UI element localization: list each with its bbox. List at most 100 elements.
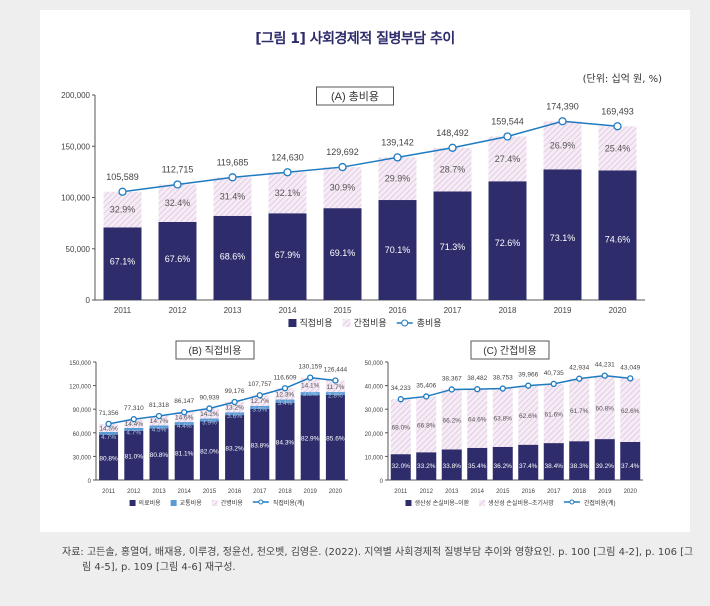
x-tick-label: 2016: [228, 489, 242, 495]
legend-swatch: [170, 500, 177, 506]
segment-label: 11.7%: [326, 384, 344, 391]
legend-label: 생산성 손실비용–이환: [414, 499, 469, 507]
total-label: 159,544: [491, 116, 524, 126]
bar-segment: [300, 377, 320, 393]
y-tick-label: 150,000: [61, 142, 90, 151]
bar-segment: [174, 425, 194, 480]
y-tick-label: 10,000: [365, 455, 384, 461]
total-point: [118, 187, 127, 196]
bar-segment: [378, 200, 417, 300]
bar-segment: [250, 405, 270, 409]
x-tick-label: 2013: [152, 489, 166, 495]
x-tick-label: 2016: [522, 489, 536, 495]
segment-label: 32.9%: [110, 205, 136, 215]
bar-segment: [543, 121, 582, 170]
bar-segment: [124, 419, 144, 428]
segment-label: 83.8%: [251, 442, 270, 449]
bar-segment: [433, 147, 472, 192]
legend-label: 간병비용: [221, 499, 244, 507]
bar-segment: [569, 441, 590, 480]
bar-segment: [103, 227, 142, 300]
x-tick-label: 2019: [304, 489, 318, 495]
segment-label: 3.6%: [227, 413, 242, 420]
x-tick-label: 2013: [224, 306, 242, 315]
segment-label: 27.4%: [495, 154, 521, 164]
bar-segment: [99, 432, 119, 435]
segment-label: 72.6%: [495, 238, 521, 248]
legend-marker-icon: [569, 499, 575, 505]
total-point: [231, 398, 238, 406]
bar-segment: [467, 447, 488, 480]
total-point: [503, 132, 512, 141]
total-label: 90,939: [199, 394, 219, 401]
x-tick-label: 2011: [394, 489, 408, 495]
segment-label: 29.9%: [385, 174, 411, 184]
legend-marker-icon: [401, 319, 409, 327]
segment-label: 14.2%: [200, 411, 219, 418]
segment-label: 3.0%: [303, 391, 318, 398]
total-label: 38,482: [467, 375, 487, 382]
total-label: 174,390: [546, 101, 579, 111]
total-label: 43,049: [620, 364, 640, 371]
segment-label: 25.4%: [605, 143, 631, 153]
total-point: [173, 180, 182, 189]
bar-segment: [213, 177, 252, 216]
total-label: 39,966: [518, 372, 538, 379]
total-point: [576, 375, 583, 382]
segment-label: 67.6%: [165, 254, 191, 264]
total-point: [499, 385, 506, 392]
figure-title: [그림 1] 사회경제적 질병부담 추이: [255, 31, 455, 47]
y-tick-label: 0: [380, 479, 384, 485]
total-point: [627, 375, 634, 382]
total-point: [105, 420, 112, 428]
bar-segment: [325, 394, 345, 480]
legend-marker-icon: [258, 499, 264, 505]
segment-label: 4.4%: [177, 423, 192, 430]
unit-label: (단위: 십억 원, %): [582, 74, 662, 85]
segment-label: 4.7%: [101, 434, 116, 441]
bar-segment: [620, 378, 641, 443]
x-tick-label: 2015: [203, 489, 217, 495]
segment-label: 69.1%: [330, 248, 356, 258]
bar-segment: [275, 388, 295, 400]
x-tick-label: 2016: [389, 306, 407, 315]
segment-label: 30.9%: [330, 183, 356, 193]
bar-segment: [467, 389, 488, 448]
total-label: 126,444: [324, 367, 348, 374]
y-tick-label: 40,000: [365, 385, 384, 391]
total-point: [550, 380, 557, 388]
total-label: 124,630: [271, 152, 304, 162]
y-tick-label: 50,000: [66, 245, 91, 254]
total-label: 107,757: [248, 381, 272, 388]
segment-label: 14.1%: [301, 382, 320, 389]
segment-label: 73.1%: [550, 233, 576, 243]
y-tick-label: 0: [86, 296, 91, 305]
segment-label: 82.9%: [301, 436, 320, 443]
bar-segment: [441, 449, 462, 480]
segment-label: 3.5%: [252, 407, 267, 414]
y-tick-label: 0: [88, 479, 92, 485]
total-point: [558, 117, 567, 126]
total-label: 40,735: [544, 370, 564, 377]
segment-label: 3.9%: [202, 419, 217, 426]
total-label: 35,406: [416, 382, 436, 389]
bar-segment: [433, 191, 472, 300]
segment-label: 68.0%: [392, 425, 411, 432]
x-tick-label: 2014: [279, 306, 297, 315]
bar-segment: [174, 422, 194, 426]
segment-label: 70.1%: [385, 245, 411, 255]
segment-label: 84.3%: [276, 439, 295, 446]
bar-segment: [543, 383, 564, 444]
total-point: [525, 382, 532, 389]
segment-label: 36.2%: [494, 463, 513, 470]
total-label: 86,147: [174, 398, 194, 405]
x-tick-label: 2019: [554, 306, 572, 315]
legend-label: 직접비용: [299, 317, 332, 328]
total-point: [448, 143, 457, 152]
total-label: 112,715: [162, 164, 194, 174]
total-label: 169,493: [601, 106, 634, 116]
x-tick-label: 2015: [334, 306, 352, 315]
total-label: 139,142: [381, 137, 414, 147]
total-label: 81,318: [149, 402, 169, 409]
total-point: [281, 385, 289, 392]
